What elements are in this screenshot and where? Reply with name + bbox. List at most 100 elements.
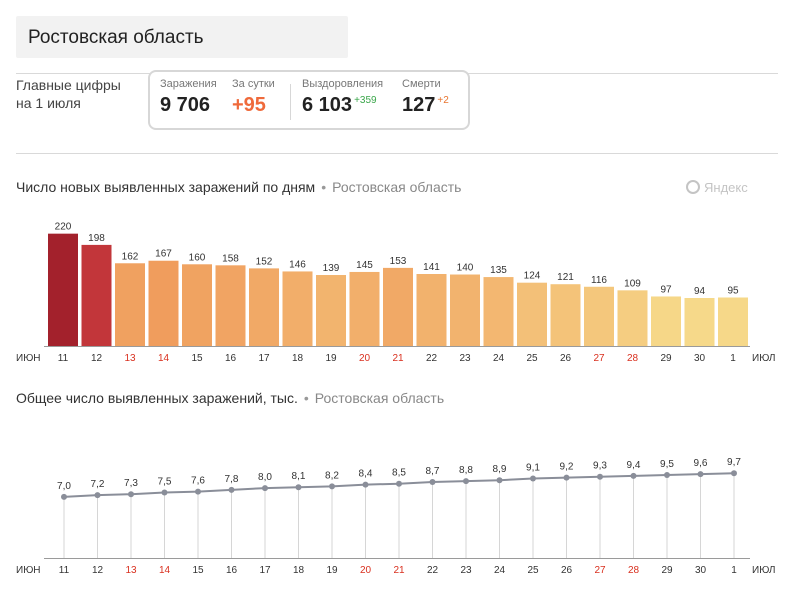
x-tick-label: 28: [628, 565, 640, 576]
point-value-label: 8,5: [392, 468, 406, 479]
point-12: [94, 492, 101, 499]
region-selector[interactable]: Ростовская область: [16, 16, 348, 58]
stats-card: Заражения 9 706 За сутки +95 Выздоровлен…: [148, 70, 470, 130]
x-tick-label: 19: [326, 565, 338, 576]
x-tick-label: 12: [92, 565, 104, 576]
daily-chart-subtitle: Ростовская область: [332, 179, 462, 195]
point-value-label: 7,5: [158, 476, 172, 487]
bar-value-label: 97: [660, 284, 672, 295]
axis-end-label: ИЮЛ: [752, 353, 775, 364]
x-tick-label: 13: [124, 353, 136, 364]
bar-value-label: 95: [727, 285, 739, 296]
bar-23: [450, 274, 480, 346]
bar-value-label: 124: [524, 271, 541, 282]
bar-value-label: 198: [88, 233, 105, 244]
point-value-label: 9,6: [694, 458, 708, 469]
point-value-label: 9,7: [727, 457, 741, 468]
x-tick-label: 26: [561, 565, 573, 576]
bar-value-label: 167: [155, 249, 172, 260]
bar-value-label: 109: [624, 278, 641, 289]
x-tick-label: 20: [360, 565, 372, 576]
bar-value-label: 116: [591, 275, 607, 286]
bar-15: [182, 264, 212, 346]
deaths-delta: +2: [437, 95, 449, 107]
daily-chart-title: Число новых выявленных заражений по дням…: [16, 179, 462, 195]
point-value-label: 9,3: [593, 461, 607, 472]
x-tick-label: 30: [694, 353, 706, 364]
bar-19: [316, 275, 346, 346]
bar-value-label: 139: [323, 263, 340, 274]
per-day-value: +95: [232, 94, 266, 116]
main-figures-label: Главные цифры на 1 июля: [16, 76, 141, 112]
recovered-value: 6 103: [302, 94, 353, 116]
point-value-label: 8,7: [426, 466, 440, 477]
total-chart-title: Общее число выявленных заражений, тыс. • Р…: [16, 390, 445, 406]
bar-20: [349, 271, 380, 346]
deaths-row: 127 +2: [402, 94, 449, 117]
point-value-label: 8,8: [459, 465, 473, 476]
bar-value-label: 121: [557, 272, 574, 283]
x-tick-label: 1: [731, 565, 737, 576]
bar-22: [416, 274, 447, 346]
x-tick-label: 30: [695, 565, 707, 576]
point-value-label: 8,4: [359, 469, 373, 480]
point-19: [329, 483, 335, 490]
x-tick-label: 17: [258, 353, 270, 364]
x-tick-label: 27: [594, 565, 606, 576]
x-tick-label: 29: [661, 565, 673, 576]
bar-value-label: 140: [457, 263, 474, 274]
axis-end-label: ИЮЛ: [752, 565, 775, 576]
total-infections-line-chart: 7,0 7,2 7,3 7,5 7,6 7,8 8,0 8,1 8,2 8,4 8,5 8,7 8,8 8…: [16, 457, 775, 576]
bar-16: [215, 265, 246, 346]
point-1: [731, 470, 737, 477]
bar-30: [684, 298, 715, 346]
point-value-label: 8,0: [258, 472, 272, 483]
bar-24: [483, 277, 514, 346]
point-29: [664, 471, 670, 478]
bar-value-label: 146: [289, 259, 306, 270]
bar-value-label: 141: [423, 262, 440, 273]
point-16: [228, 486, 235, 493]
bar-value-label: 158: [222, 253, 239, 264]
x-tick-label: 17: [259, 565, 271, 576]
x-tick-label: 15: [191, 353, 203, 364]
axis-start-label: ИЮН: [16, 565, 41, 576]
bar-1: [718, 297, 748, 346]
point-20: [362, 481, 369, 488]
bar-17: [249, 268, 279, 346]
main-label-line1: Главные цифры: [16, 77, 121, 93]
stat-per-day: За сутки +95: [232, 78, 275, 117]
x-tick-label: 16: [226, 565, 238, 576]
point-11: [61, 493, 67, 500]
x-tick-label: 21: [392, 353, 404, 364]
point-value-label: 8,1: [292, 471, 306, 482]
x-tick-label: 25: [527, 565, 539, 576]
x-tick-label: 24: [493, 353, 505, 364]
main-label-line2: на 1 июля: [16, 95, 81, 111]
x-tick-label: 25: [526, 353, 538, 364]
yandex-watermark: Яндекс: [686, 180, 748, 195]
x-tick-label: 14: [159, 565, 171, 576]
point-value-label: 7,0: [57, 481, 71, 492]
bar-value-label: 160: [189, 252, 206, 263]
x-tick-label: 22: [427, 565, 439, 576]
bar-29: [651, 296, 681, 346]
bar-21: [383, 267, 413, 346]
total-chart-subtitle: Ростовская область: [314, 390, 445, 406]
bar-18: [282, 271, 313, 346]
x-tick-label: 18: [293, 565, 305, 576]
x-tick-label: 18: [292, 353, 304, 364]
stat-deaths: Смерти 127 +2: [402, 78, 449, 117]
deaths-value: 127: [402, 94, 436, 116]
point-value-label: 9,2: [560, 462, 574, 473]
deaths-label: Смерти: [402, 78, 441, 90]
x-tick-label: 1: [730, 353, 736, 364]
x-tick-label: 13: [125, 565, 137, 576]
point-value-label: 7,2: [91, 479, 105, 490]
point-26: [563, 474, 570, 481]
bar-value-label: 162: [122, 251, 139, 262]
bar-13: [115, 263, 145, 346]
recovered-label: Выздоровления: [302, 78, 384, 90]
bar-26: [550, 284, 581, 346]
bar-value-label: 145: [356, 260, 373, 271]
